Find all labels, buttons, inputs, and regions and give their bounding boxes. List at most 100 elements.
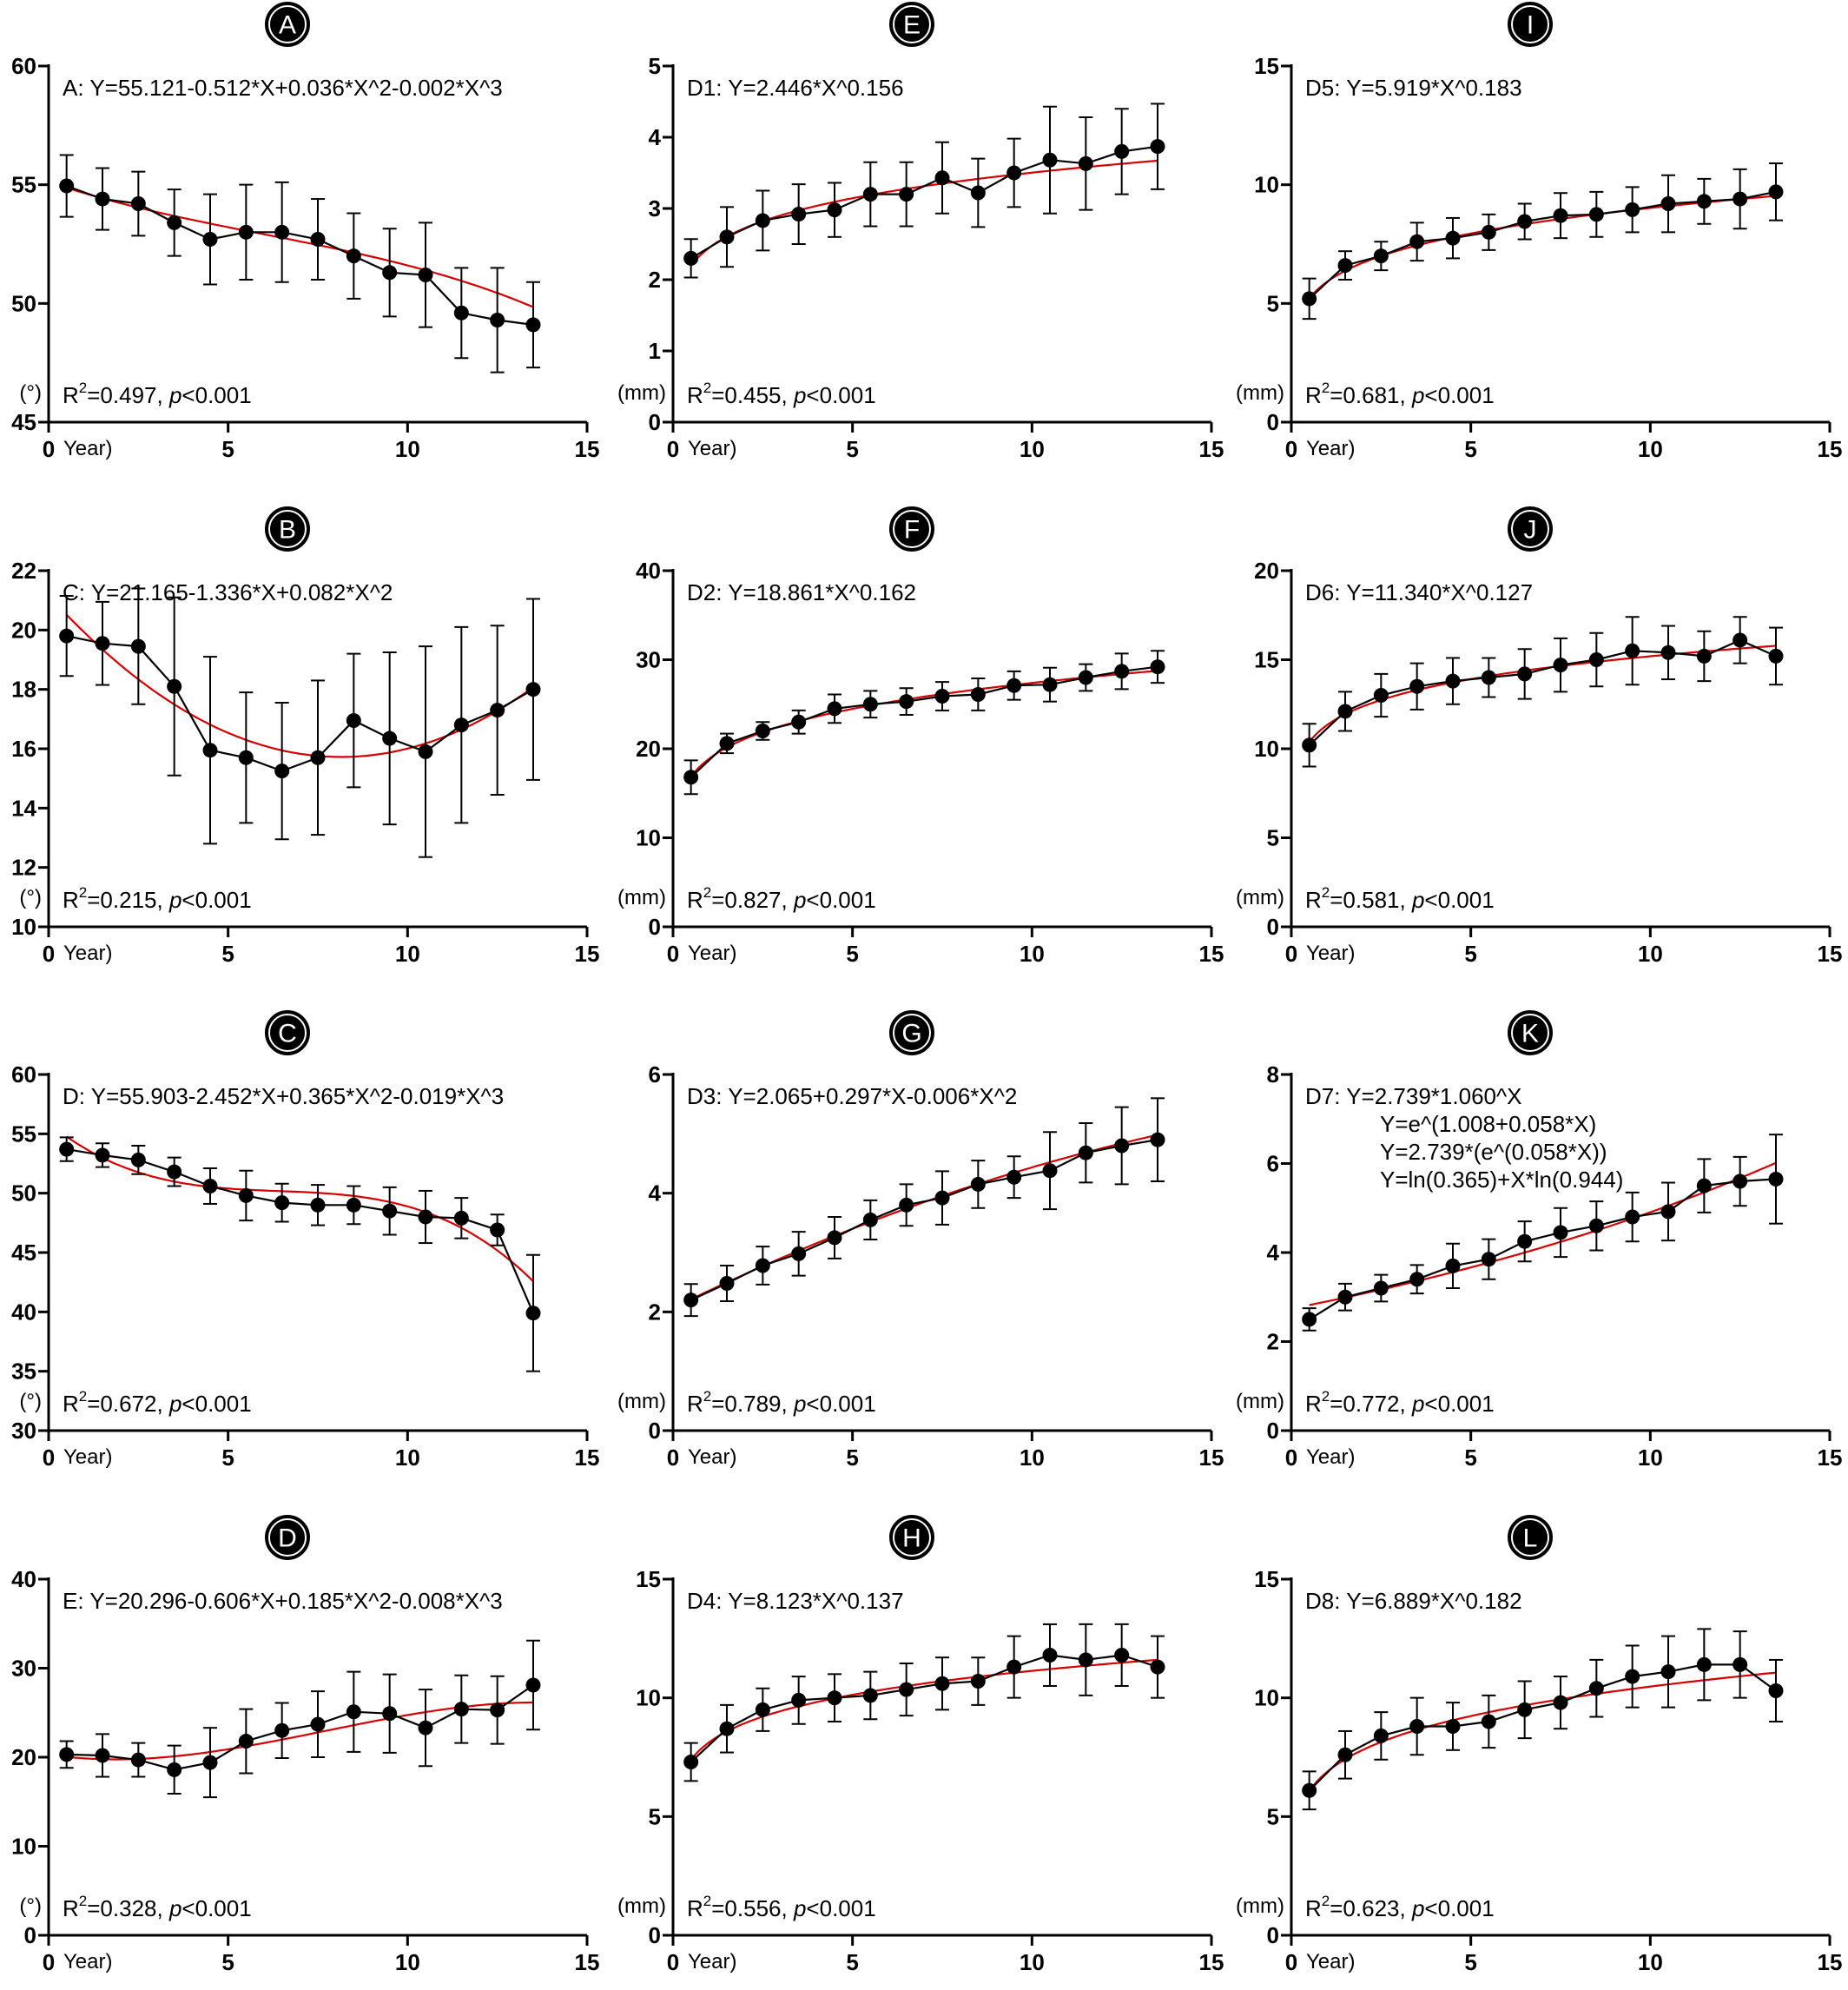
data-point	[167, 1762, 182, 1777]
data-point	[95, 1748, 110, 1763]
y-tick-label: 10	[11, 1834, 36, 1860]
y-tick-label: 22	[11, 558, 36, 584]
y-tick-label: 10	[636, 825, 661, 851]
r-label: R	[63, 1895, 79, 1921]
y-tick-label: 6	[1267, 1151, 1279, 1177]
fit-curve	[66, 187, 534, 308]
r-superscript: 2	[703, 1893, 711, 1909]
y-tick-label: 15	[1254, 1566, 1279, 1592]
fit-stats: R2=0.581, p<0.001	[1305, 884, 1495, 913]
x-tick-label: 0	[1285, 941, 1297, 967]
x-axis-label: Year)	[63, 437, 112, 460]
badge-circle	[265, 506, 310, 552]
data-point	[1517, 1702, 1533, 1717]
data-point	[1302, 1782, 1317, 1798]
data-point	[1732, 1174, 1748, 1189]
data-point	[1373, 688, 1389, 703]
r2-value: =0.827,	[711, 887, 794, 913]
y-tick-label: 35	[11, 1359, 36, 1385]
data-point	[934, 1190, 950, 1206]
panel-label: A	[279, 11, 296, 40]
x-tick-label: 5	[221, 941, 234, 967]
data-point	[1078, 155, 1093, 171]
p-value: <0.001	[806, 1391, 875, 1417]
data-point	[719, 1276, 735, 1292]
y-tick-label: 30	[636, 647, 661, 673]
x-tick-label: 15	[575, 1445, 600, 1471]
panel-label: F	[904, 516, 920, 545]
data-point	[418, 1209, 433, 1225]
data-point	[453, 1702, 469, 1717]
data-point	[719, 736, 735, 751]
x-tick-label: 15	[575, 941, 600, 967]
data-point	[95, 191, 110, 207]
data-point	[1114, 143, 1130, 159]
badge-circle	[1508, 2, 1553, 47]
panel-K: 0 2 4 6 8 0 5 10 15 Year) (mm) K D7: Y=2.739*1.060^X…	[1236, 1010, 1842, 1471]
data-point	[1553, 1225, 1568, 1240]
p-value: <0.001	[182, 1391, 251, 1417]
data-point	[1553, 208, 1568, 223]
r2-value: =0.328,	[87, 1895, 169, 1921]
data-point	[862, 1688, 878, 1703]
data-point	[1042, 677, 1058, 692]
badge-ring	[893, 1518, 931, 1557]
y-tick-label: 10	[1254, 172, 1279, 198]
x-tick-label: 10	[1638, 1445, 1663, 1471]
x-tick-label: 0	[43, 436, 55, 462]
p-label: p	[793, 887, 806, 913]
data-line	[66, 635, 534, 772]
fit-stats: R2=0.827, p<0.001	[687, 884, 876, 913]
data-point	[274, 1195, 290, 1211]
y-tick-label: 40	[11, 1299, 36, 1325]
r2-value: =0.497,	[87, 382, 169, 408]
p-value: <0.001	[806, 887, 875, 913]
x-tick-label: 0	[667, 436, 679, 462]
r2-value: =0.581,	[1330, 887, 1412, 913]
data-point	[202, 1755, 218, 1770]
data-point	[238, 1734, 254, 1749]
panel-label: I	[1527, 11, 1534, 40]
data-point	[683, 1754, 699, 1769]
fit-equation: A: Y=55.121-0.512*X+0.036*X^2-0.002*X^3	[63, 75, 503, 101]
p-value: <0.001	[1424, 1391, 1494, 1417]
r2-value: =0.556,	[711, 1895, 794, 1921]
x-tick-label: 10	[1638, 941, 1663, 967]
x-tick-label: 15	[1199, 1949, 1224, 1975]
data-point	[683, 770, 699, 785]
r-label: R	[63, 887, 79, 913]
x-tick-label: 10	[1020, 1445, 1045, 1471]
badge-ring	[268, 5, 307, 43]
x-tick-label: 10	[1020, 436, 1045, 462]
y-tick-label: 40	[636, 558, 661, 584]
p-label: p	[793, 1895, 806, 1921]
data-point	[934, 1676, 950, 1691]
x-tick-label: 5	[846, 1949, 858, 1975]
data-point	[346, 248, 361, 264]
r-superscript: 2	[1322, 1893, 1330, 1909]
badge-ring	[1511, 510, 1549, 548]
data-point	[899, 1197, 914, 1213]
data-point	[1517, 1233, 1533, 1249]
x-tick-label: 10	[1020, 941, 1045, 967]
x-tick-label: 10	[395, 1445, 420, 1471]
data-point	[1768, 184, 1784, 200]
data-point	[1150, 1132, 1165, 1147]
badge-circle	[889, 1010, 934, 1055]
y-tick-label: 3	[649, 195, 661, 221]
badge-circle	[265, 1010, 310, 1055]
badge-ring	[893, 510, 931, 548]
data-point	[59, 1747, 75, 1762]
data-point	[382, 1203, 398, 1219]
y-tick-label: 10	[636, 1685, 661, 1711]
y-tick-label: 5	[1267, 825, 1279, 851]
panel-F: 0 10 20 30 40 0 5 10 15 Year) (mm) F D2: Y=18.861*X^…	[617, 506, 1224, 967]
y-tick-label: 20	[11, 617, 36, 643]
fit-equation-line: Y=e^(1.008+0.058*X)	[1380, 1111, 1596, 1137]
badge-ring	[1511, 5, 1549, 43]
data-point	[1373, 1728, 1389, 1743]
panel-badge: D	[265, 1515, 310, 1560]
unit-label: (°)	[19, 1390, 42, 1413]
panel-C: 30 35 40 45 50 55 60 0 5 10 15 Year) (°) C D: Y=55.903…	[11, 1010, 600, 1471]
